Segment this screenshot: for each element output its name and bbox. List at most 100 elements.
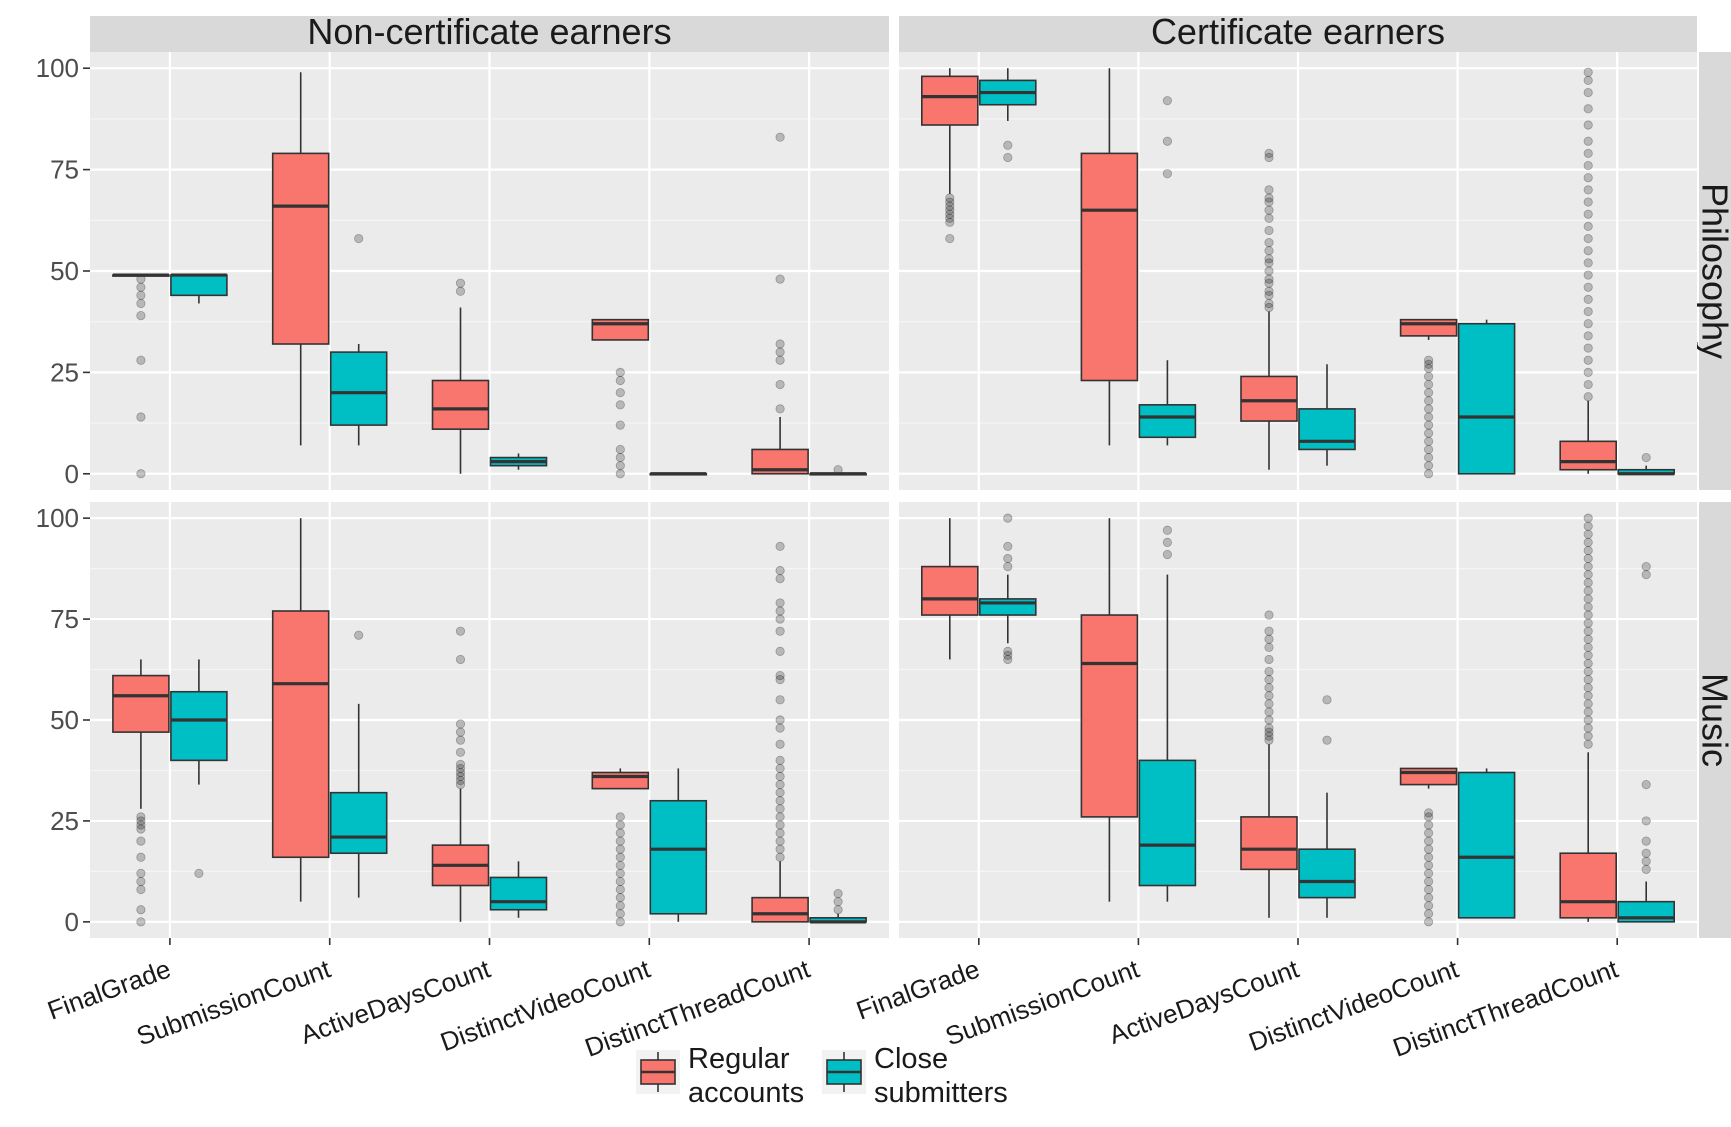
outlier-point <box>1583 529 1593 539</box>
outlier-point <box>455 286 466 296</box>
outlier-point <box>1641 452 1651 463</box>
outlier-point <box>455 759 466 770</box>
outlier-point <box>775 274 785 284</box>
outlier-point <box>136 905 146 915</box>
outlier-point <box>615 876 625 887</box>
box-close-FinalGrade <box>170 273 228 304</box>
outlier-point <box>455 767 466 778</box>
outlier-point <box>615 400 625 410</box>
outlier-point <box>775 566 785 576</box>
box-regular-ActiveDaysCount <box>1240 610 1298 918</box>
outlier-point <box>775 574 785 584</box>
outlier-point <box>615 909 625 919</box>
outlier-point <box>775 723 785 733</box>
outlier-point <box>1583 521 1593 531</box>
box-regular-DistinctVideoCount <box>591 318 650 479</box>
outlier-point <box>1162 136 1173 146</box>
legend-label-close: submitters <box>874 1077 1008 1109</box>
outlier-point <box>1264 193 1274 203</box>
outlier-point <box>615 375 625 386</box>
box-iqr <box>1457 322 1516 475</box>
box-close-FinalGrade <box>170 659 228 879</box>
outlier-point <box>615 852 625 862</box>
outlier-point <box>1424 860 1434 870</box>
box-iqr <box>1080 152 1139 382</box>
box-iqr <box>1457 771 1516 919</box>
outlier-point <box>1264 666 1274 677</box>
box-close-DistinctThreadCount <box>809 465 867 476</box>
box-regular-DistinctThreadCount <box>751 541 809 923</box>
outlier-point <box>1641 779 1651 790</box>
box-regular-SubmissionCount <box>271 518 330 902</box>
outlier-point <box>1583 658 1593 669</box>
outlier-point <box>1264 286 1274 296</box>
outlier-point <box>136 290 146 300</box>
outlier-point <box>136 852 146 862</box>
outlier-point <box>455 727 466 737</box>
outlier-point <box>1264 266 1274 276</box>
box-regular-ActiveDaysCount <box>431 626 490 922</box>
outlier-point <box>1003 541 1013 552</box>
outlier-point <box>1424 379 1434 390</box>
box-iqr <box>329 351 388 426</box>
outlier-point <box>1264 723 1274 733</box>
outlier-point <box>1583 306 1593 317</box>
column-strip-1 <box>899 16 1697 52</box>
outlier-point <box>1424 812 1434 822</box>
panel-philosophy-certificate <box>899 52 1697 490</box>
outlier-point <box>455 763 466 774</box>
outlier-point <box>775 675 785 685</box>
box-regular-DistinctVideoCount <box>1399 318 1458 479</box>
outlier-point <box>1583 578 1593 588</box>
box-iqr <box>112 674 170 733</box>
outlier-point <box>1424 836 1434 846</box>
outlier-point <box>1424 461 1434 471</box>
outlier-point <box>775 804 785 814</box>
outlier-point <box>1583 723 1593 733</box>
outlier-point <box>136 824 146 834</box>
outlier-point <box>615 812 625 822</box>
outlier-point <box>1583 392 1593 402</box>
outlier-point <box>455 747 466 757</box>
outlier-point <box>1264 148 1274 158</box>
box-regular-DistinctVideoCount <box>1399 767 1458 927</box>
outlier-point <box>775 695 785 705</box>
outlier-point <box>775 812 785 822</box>
outlier-point <box>136 836 146 846</box>
box-iqr <box>1559 440 1617 471</box>
box-iqr <box>431 379 490 430</box>
outlier-point <box>1264 298 1274 309</box>
outlier-point <box>615 917 625 927</box>
outlier-point <box>1264 274 1274 284</box>
outlier-point <box>1583 594 1593 604</box>
outlier-point <box>455 735 466 745</box>
outlier-point <box>136 917 146 927</box>
outlier-point <box>1264 225 1274 236</box>
outlier-point <box>1424 828 1434 838</box>
outlier-point <box>1583 634 1593 644</box>
outlier-point <box>1264 238 1274 248</box>
box-iqr <box>1240 816 1298 871</box>
outlier-point <box>1583 221 1593 231</box>
y-tick-label: 0 <box>65 907 79 937</box>
outlier-point <box>775 771 785 782</box>
outlier-point <box>775 132 785 142</box>
outlier-point <box>1583 675 1593 685</box>
box-iqr <box>751 896 809 923</box>
outlier-point <box>775 606 785 616</box>
outlier-point <box>1583 379 1593 390</box>
outlier-point <box>1264 197 1274 207</box>
box-close-SubmissionCount <box>329 630 388 898</box>
outlier-point <box>136 311 146 321</box>
row-strip-label-0: Philosophy <box>1695 183 1731 359</box>
box-close-DistinctVideoCount <box>1457 768 1516 919</box>
outlier-point <box>455 771 466 782</box>
outlier-point <box>1424 436 1434 446</box>
outlier-point <box>775 739 785 749</box>
outlier-point <box>775 779 785 790</box>
outlier-point <box>455 278 466 288</box>
outlier-point <box>1583 331 1593 341</box>
outlier-point <box>1424 852 1434 862</box>
outlier-point <box>136 868 146 879</box>
